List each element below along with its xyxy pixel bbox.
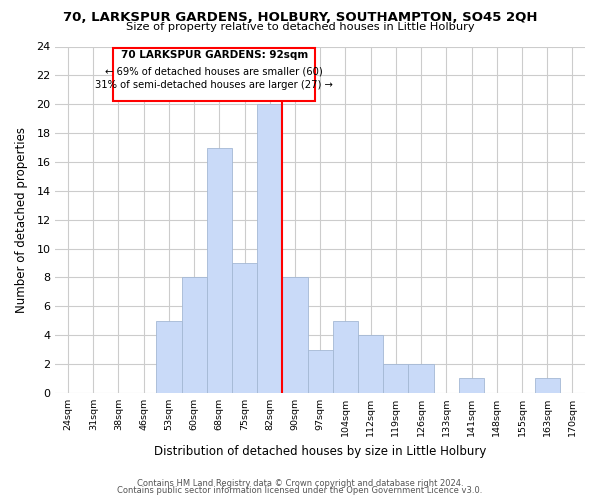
- Bar: [257, 104, 283, 393]
- FancyBboxPatch shape: [113, 48, 315, 102]
- Bar: [535, 378, 560, 393]
- Text: ← 69% of detached houses are smaller (60): ← 69% of detached houses are smaller (60…: [106, 66, 323, 76]
- Bar: [358, 335, 383, 393]
- Y-axis label: Number of detached properties: Number of detached properties: [15, 126, 28, 312]
- Text: 70, LARKSPUR GARDENS, HOLBURY, SOUTHAMPTON, SO45 2QH: 70, LARKSPUR GARDENS, HOLBURY, SOUTHAMPT…: [63, 11, 537, 24]
- Bar: [333, 320, 358, 393]
- Bar: [409, 364, 434, 393]
- Text: Contains HM Land Registry data © Crown copyright and database right 2024.: Contains HM Land Registry data © Crown c…: [137, 478, 463, 488]
- X-axis label: Distribution of detached houses by size in Little Holbury: Distribution of detached houses by size …: [154, 444, 487, 458]
- Text: 70 LARKSPUR GARDENS: 92sqm: 70 LARKSPUR GARDENS: 92sqm: [121, 50, 308, 60]
- Text: Contains public sector information licensed under the Open Government Licence v3: Contains public sector information licen…: [118, 486, 482, 495]
- Text: Size of property relative to detached houses in Little Holbury: Size of property relative to detached ho…: [125, 22, 475, 32]
- Text: 31% of semi-detached houses are larger (27) →: 31% of semi-detached houses are larger (…: [95, 80, 333, 90]
- Bar: [157, 320, 182, 393]
- Bar: [459, 378, 484, 393]
- Bar: [308, 350, 333, 393]
- Bar: [283, 278, 308, 393]
- Bar: [383, 364, 409, 393]
- Bar: [232, 263, 257, 393]
- Bar: [182, 278, 207, 393]
- Bar: [207, 148, 232, 393]
